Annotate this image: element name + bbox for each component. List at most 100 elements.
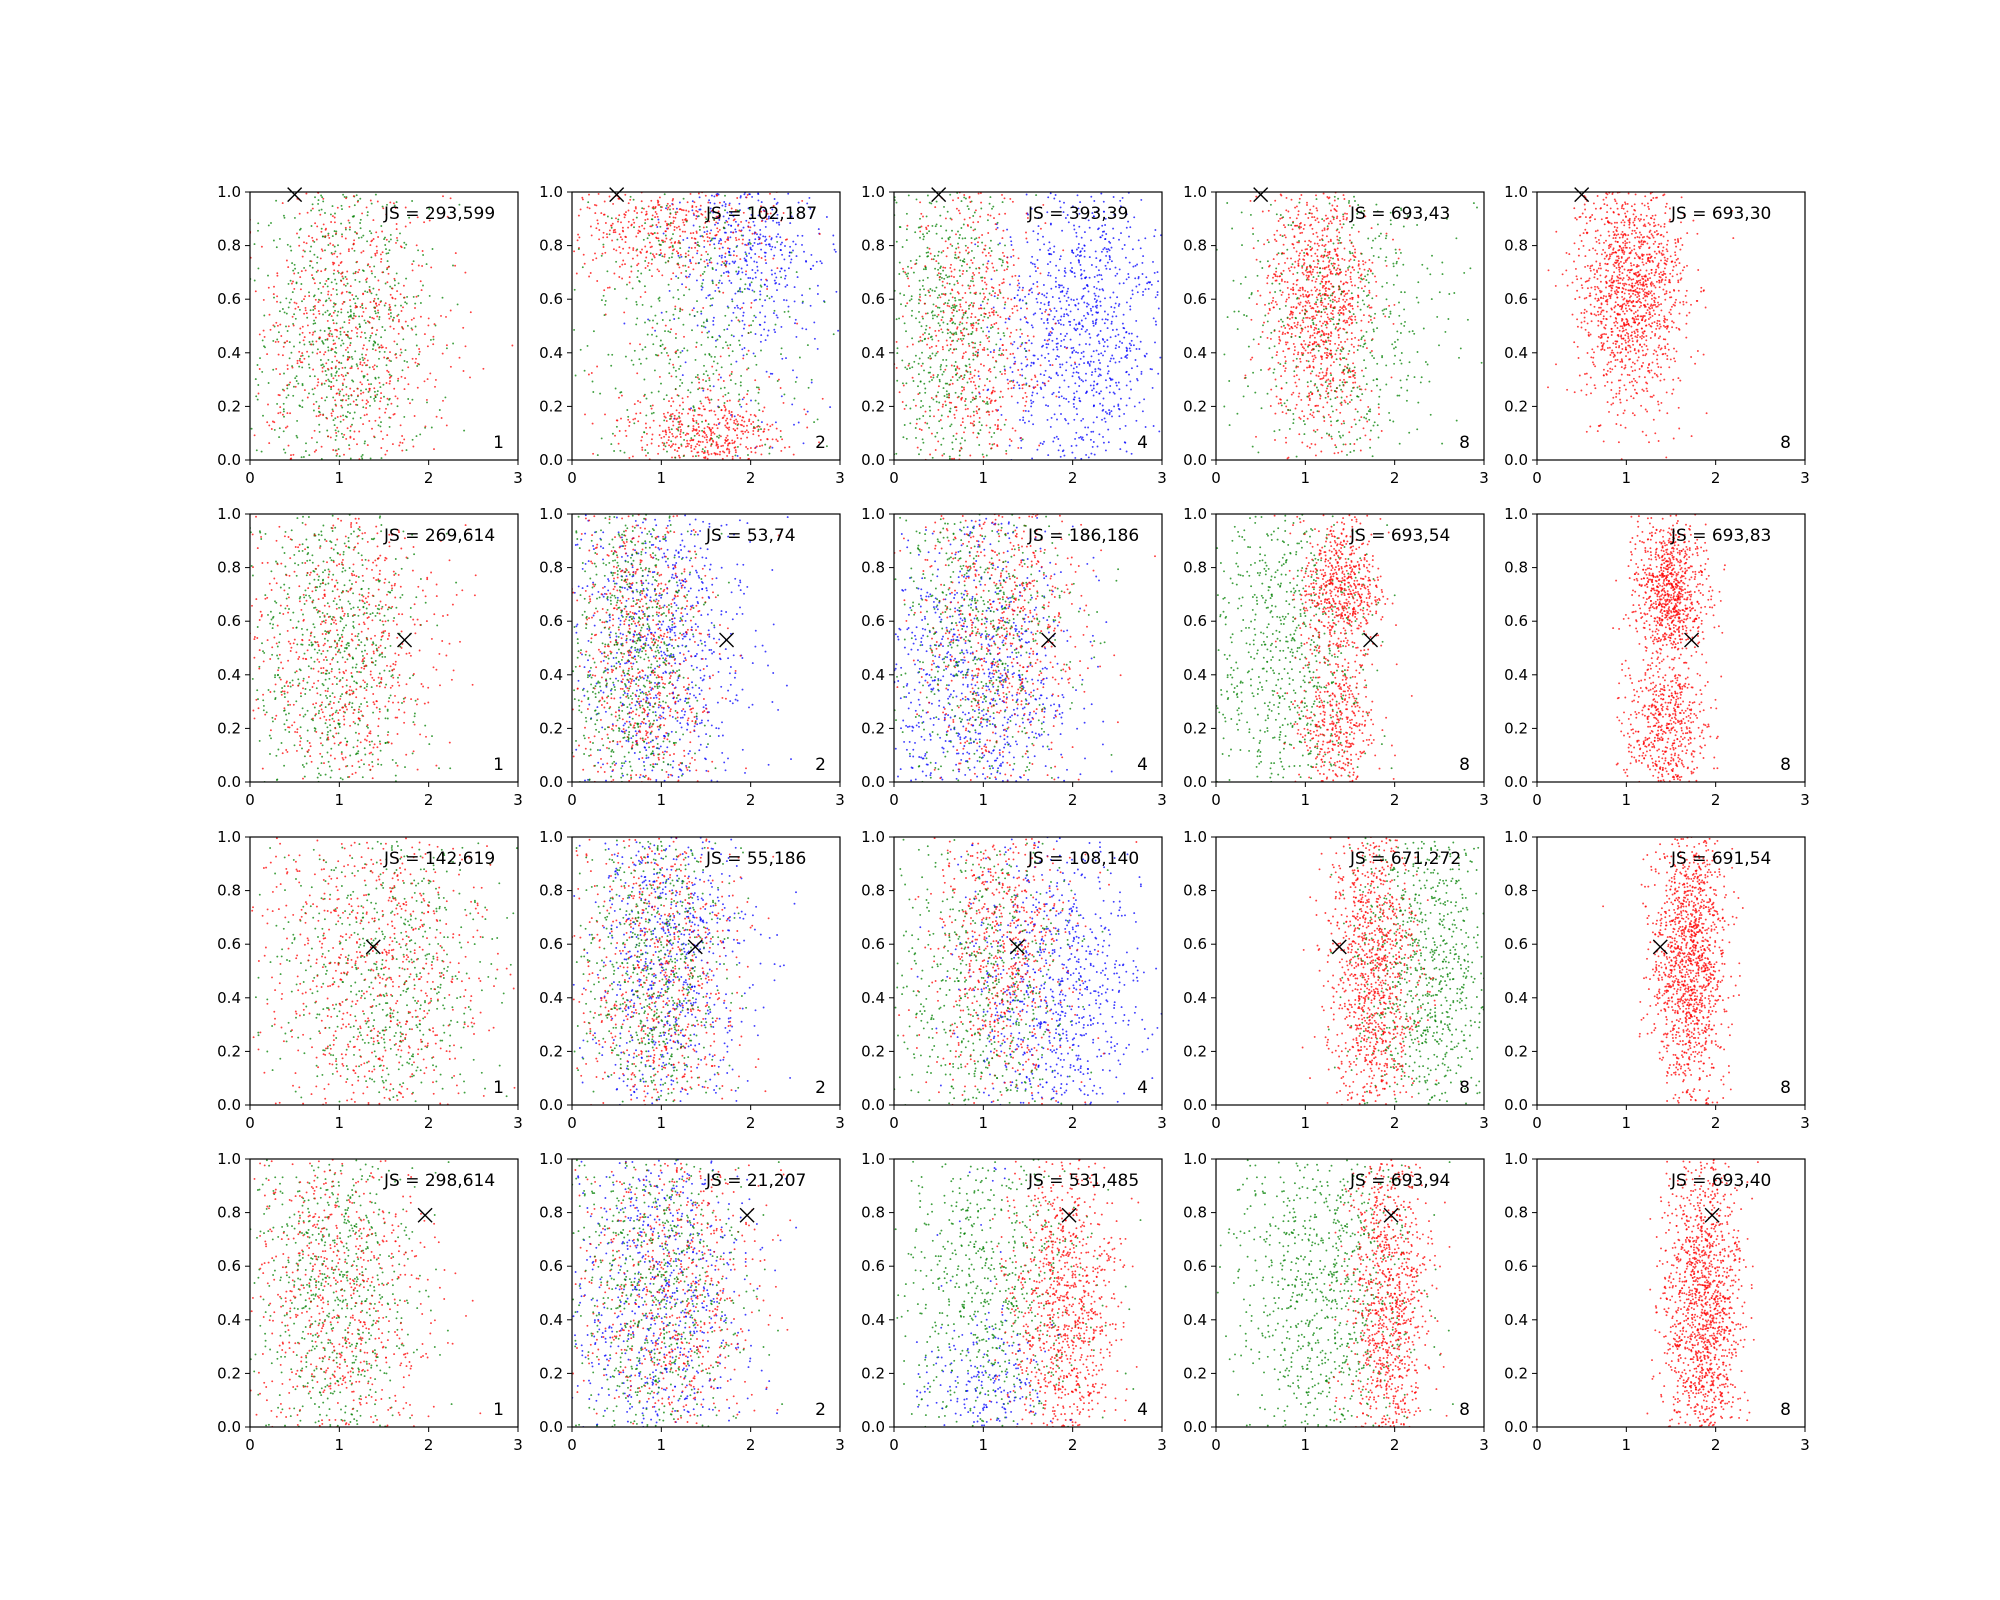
point-blue bbox=[1117, 304, 1120, 307]
point-red bbox=[704, 396, 707, 399]
point-green bbox=[687, 250, 690, 253]
point-red bbox=[312, 368, 315, 371]
point-green bbox=[583, 369, 586, 372]
point-red bbox=[1002, 296, 1005, 299]
point-green bbox=[710, 239, 713, 242]
point-green bbox=[776, 380, 779, 382]
point-red bbox=[988, 413, 991, 416]
point-blue bbox=[1142, 290, 1145, 293]
point-green bbox=[703, 270, 706, 273]
point-blue bbox=[689, 273, 691, 276]
point-blue bbox=[760, 201, 763, 204]
point-blue bbox=[1058, 286, 1061, 289]
point-red bbox=[1002, 229, 1005, 232]
point-blue bbox=[793, 286, 796, 289]
point-red bbox=[654, 211, 657, 213]
point-green bbox=[702, 321, 705, 324]
point-red bbox=[388, 382, 391, 385]
point-red bbox=[606, 286, 609, 289]
point-red bbox=[760, 242, 763, 245]
point-red bbox=[705, 250, 708, 253]
point-red bbox=[645, 454, 647, 457]
point-green bbox=[343, 195, 346, 198]
point-red bbox=[366, 373, 369, 376]
point-green bbox=[954, 306, 957, 309]
point-green bbox=[617, 218, 620, 221]
point-blue bbox=[1125, 301, 1128, 304]
point-green bbox=[257, 384, 260, 386]
point-red bbox=[972, 381, 975, 383]
point-red bbox=[386, 266, 389, 269]
point-red bbox=[312, 331, 315, 334]
point-green bbox=[335, 454, 338, 457]
point-blue bbox=[714, 237, 717, 240]
point-red bbox=[672, 198, 675, 200]
point-red bbox=[987, 354, 990, 357]
point-blue bbox=[754, 316, 757, 319]
point-red bbox=[796, 322, 799, 325]
point-green bbox=[603, 314, 606, 317]
point-red bbox=[735, 239, 738, 242]
point-green bbox=[625, 297, 628, 300]
point-green bbox=[1001, 261, 1004, 264]
point-blue bbox=[1034, 265, 1037, 268]
point-green bbox=[945, 390, 948, 393]
point-red bbox=[667, 354, 670, 357]
point-red bbox=[710, 409, 713, 412]
point-red bbox=[712, 440, 715, 443]
point-red bbox=[373, 364, 376, 367]
point-red bbox=[343, 378, 346, 381]
point-blue bbox=[718, 240, 721, 242]
point-green bbox=[344, 275, 347, 278]
point-blue bbox=[784, 274, 787, 277]
point-blue bbox=[1078, 212, 1081, 215]
point-green bbox=[373, 265, 376, 268]
point-red bbox=[622, 259, 625, 262]
point-red bbox=[367, 401, 369, 403]
point-red bbox=[951, 340, 953, 343]
point-red bbox=[277, 412, 280, 415]
point-red bbox=[674, 213, 677, 216]
point-green bbox=[319, 282, 322, 284]
point-red bbox=[386, 434, 389, 437]
point-green bbox=[939, 267, 942, 269]
point-blue bbox=[696, 252, 699, 255]
point-red bbox=[275, 321, 278, 324]
point-green bbox=[362, 234, 365, 237]
point-green bbox=[954, 297, 956, 299]
point-green bbox=[929, 371, 931, 374]
point-blue bbox=[739, 196, 742, 199]
point-red bbox=[284, 341, 287, 344]
point-red bbox=[657, 237, 660, 240]
point-green bbox=[333, 230, 336, 233]
point-green bbox=[356, 335, 359, 338]
point-red bbox=[953, 416, 956, 419]
point-red bbox=[385, 238, 388, 241]
point-green bbox=[678, 241, 681, 244]
point-blue bbox=[723, 201, 726, 203]
point-green bbox=[941, 237, 944, 240]
point-red bbox=[286, 425, 289, 428]
point-blue bbox=[1101, 288, 1104, 291]
point-blue bbox=[1129, 305, 1132, 308]
point-green bbox=[278, 436, 281, 439]
point-green bbox=[940, 251, 943, 254]
point-red bbox=[1021, 289, 1024, 292]
point-green bbox=[400, 304, 402, 307]
point-green bbox=[931, 289, 934, 292]
point-green bbox=[463, 429, 466, 432]
point-blue bbox=[1082, 355, 1085, 358]
point-red bbox=[973, 273, 976, 276]
point-red bbox=[779, 430, 782, 432]
point-blue bbox=[716, 262, 719, 265]
point-green bbox=[285, 297, 288, 300]
point-blue bbox=[1091, 212, 1094, 215]
point-green bbox=[649, 405, 652, 407]
point-red bbox=[306, 211, 309, 214]
point-red bbox=[385, 346, 388, 349]
point-green bbox=[350, 355, 353, 358]
point-green bbox=[716, 435, 719, 438]
point-red bbox=[1008, 315, 1011, 318]
point-red bbox=[371, 327, 373, 330]
point-blue bbox=[713, 195, 716, 198]
